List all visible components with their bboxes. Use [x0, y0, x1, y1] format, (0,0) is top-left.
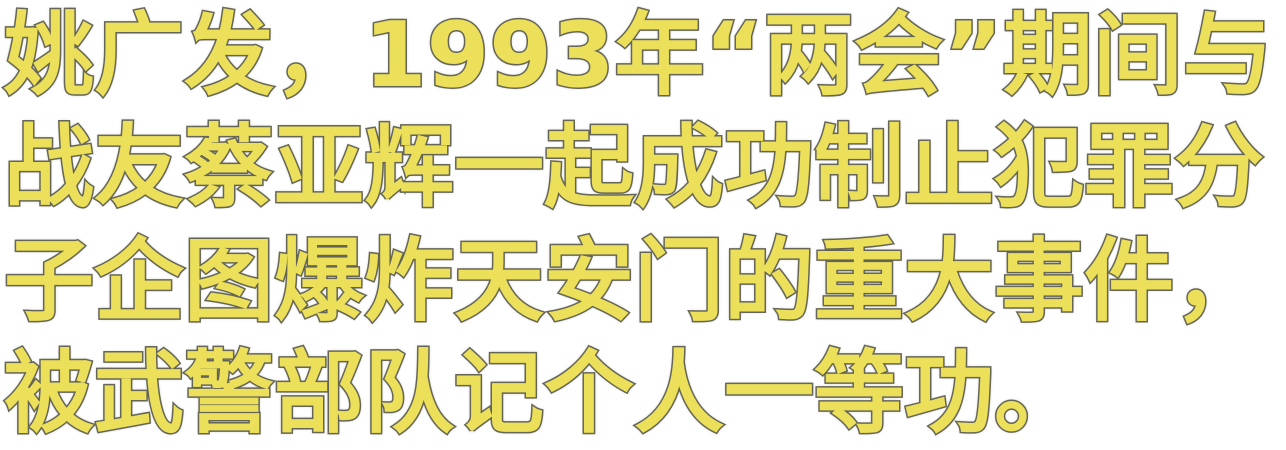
- caption-line-2: 战友蔡亚辉一起成功制止犯罪分: [3, 114, 1266, 222]
- caption-line-3: 子企图爆炸天安门的重大事件，: [3, 228, 1266, 336]
- caption-line-4: 被武警部队记个人一等功。: [3, 340, 1086, 448]
- caption-text-block: 姚广发，1993年“两会”期间与 战友蔡亚辉一起成功制止犯罪分 子企图爆炸天安门…: [3, 0, 1286, 450]
- caption-line-1: 姚广发，1993年“两会”期间与: [3, 2, 1275, 110]
